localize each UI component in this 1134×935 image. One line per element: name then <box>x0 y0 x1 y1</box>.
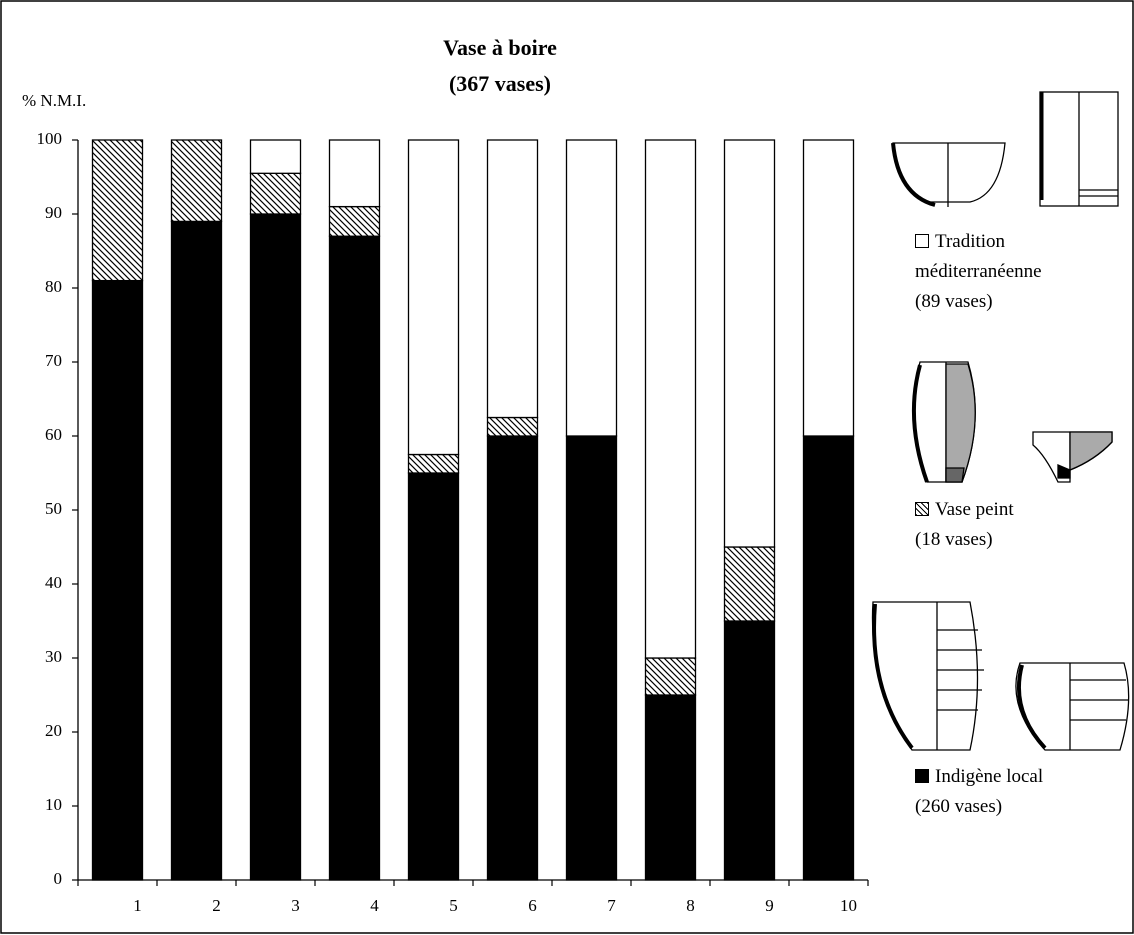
bar-segment <box>644 657 697 696</box>
y-tick-label: 80 <box>45 277 62 296</box>
vessel-drawings <box>871 91 1130 751</box>
bar-segment <box>328 235 381 881</box>
y-tick-label: 10 <box>45 795 62 814</box>
x-tick-label: 2 <box>212 896 221 915</box>
x-tick-label: 5 <box>449 896 458 915</box>
bar-segment <box>723 620 776 881</box>
bar-segment <box>170 220 223 881</box>
legend-note: (89 vases) <box>915 291 993 312</box>
y-tick-label: 20 <box>45 721 62 740</box>
bar-segment <box>723 139 776 548</box>
chart-subtitle: (367 vases) <box>449 71 551 96</box>
bar-segment <box>407 139 460 456</box>
x-tick-label: 8 <box>686 896 695 915</box>
x-tick-label: 4 <box>370 896 379 915</box>
bar-segment <box>486 435 539 881</box>
y-tick-label: 90 <box>45 203 62 222</box>
x-tick-label: 10 <box>840 896 857 915</box>
legend-label: Indigène local <box>935 766 1044 787</box>
bar-segment <box>249 172 302 215</box>
bar-segment <box>328 205 381 237</box>
y-tick-label: 40 <box>45 573 62 592</box>
x-tick-label: 7 <box>607 896 616 915</box>
bar-segment <box>565 139 618 437</box>
bar-segment <box>91 139 144 282</box>
bar-segment <box>407 453 460 474</box>
y-tick-label: 60 <box>45 425 62 444</box>
legend-entry: Vase peint (18 vases) <box>915 495 1085 555</box>
bar-segment <box>802 139 855 437</box>
y-tick-label: 50 <box>45 499 62 518</box>
legend-swatch <box>915 769 929 783</box>
legend-note: (260 vases) <box>915 796 1003 817</box>
x-tick-label: 6 <box>528 896 537 915</box>
legend-swatch <box>915 502 929 516</box>
y-tick-label: 70 <box>45 351 62 370</box>
bar-segment <box>565 435 618 881</box>
legend-entry: Indigène local (260 vases) <box>915 762 1085 822</box>
x-tick-label: 3 <box>291 896 300 915</box>
x-tick-label: 1 <box>133 896 142 915</box>
legend-swatch <box>915 234 929 248</box>
bar-segment <box>407 472 460 881</box>
y-tick-label: 0 <box>54 869 63 888</box>
bar-segment <box>802 435 855 881</box>
bar-segment <box>170 139 223 223</box>
y-axis-label: % N.M.I. <box>22 91 86 110</box>
bar-segment <box>91 279 144 881</box>
bar-segment <box>249 213 302 881</box>
legend-label: Tradition méditerranéenne <box>915 231 1042 282</box>
bar-segment <box>486 139 539 419</box>
legend-entry: Tradition méditerranéenne (89 vases) <box>915 227 1085 317</box>
bar-segment <box>723 546 776 622</box>
x-tick-label: 9 <box>765 896 774 915</box>
bar-segment <box>644 694 697 881</box>
legend-note: (18 vases) <box>915 529 993 550</box>
y-tick-label: 30 <box>45 647 62 666</box>
chart-title: Vase à boire <box>443 35 557 60</box>
bar-segment <box>249 139 302 174</box>
bar-segment <box>486 416 539 437</box>
legend-label: Vase peint <box>935 499 1014 520</box>
y-tick-label: 100 <box>37 129 63 148</box>
bar-segment <box>328 139 381 208</box>
bar-segment <box>644 139 697 659</box>
